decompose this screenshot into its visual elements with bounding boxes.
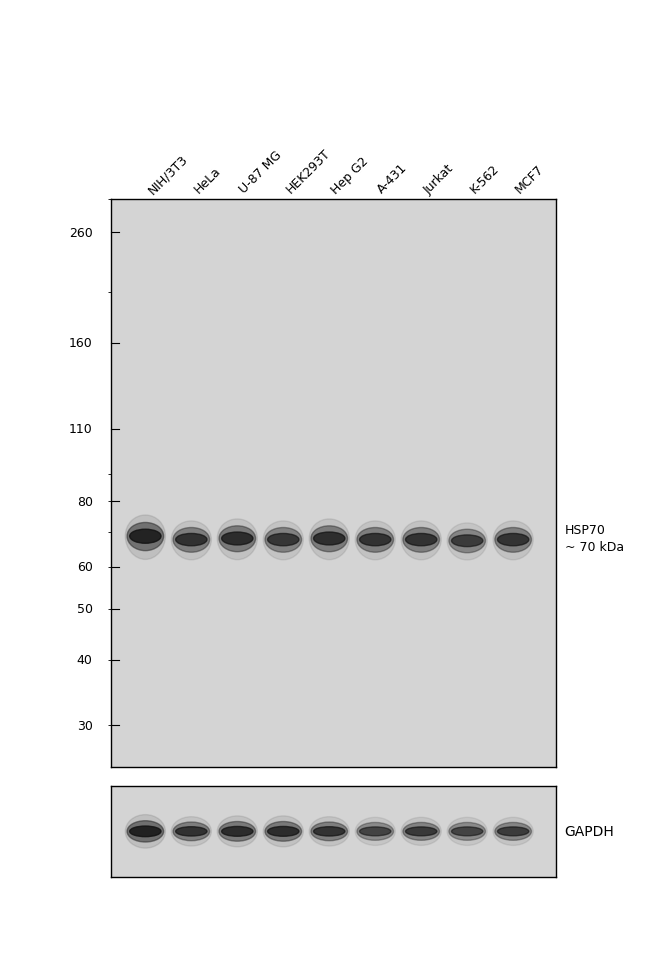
Ellipse shape bbox=[172, 817, 211, 846]
Ellipse shape bbox=[447, 523, 488, 560]
Ellipse shape bbox=[449, 822, 486, 841]
Ellipse shape bbox=[125, 516, 165, 559]
Ellipse shape bbox=[173, 528, 209, 553]
Text: HeLa: HeLa bbox=[191, 165, 223, 196]
Text: K-562: K-562 bbox=[467, 162, 501, 196]
Text: 110: 110 bbox=[69, 422, 93, 436]
Text: 50: 50 bbox=[77, 602, 93, 616]
Text: U-87 MG: U-87 MG bbox=[237, 149, 285, 196]
Ellipse shape bbox=[355, 818, 395, 845]
Ellipse shape bbox=[497, 827, 529, 836]
Ellipse shape bbox=[311, 526, 348, 552]
Ellipse shape bbox=[495, 528, 532, 553]
Ellipse shape bbox=[127, 523, 164, 551]
Ellipse shape bbox=[172, 521, 211, 560]
Ellipse shape bbox=[217, 519, 257, 560]
Ellipse shape bbox=[497, 534, 529, 546]
Text: Jurkat: Jurkat bbox=[421, 162, 456, 196]
Ellipse shape bbox=[311, 822, 348, 841]
Ellipse shape bbox=[493, 818, 533, 845]
Ellipse shape bbox=[265, 821, 302, 841]
Ellipse shape bbox=[127, 821, 164, 842]
Ellipse shape bbox=[406, 827, 437, 836]
Ellipse shape bbox=[495, 822, 532, 841]
Ellipse shape bbox=[129, 530, 161, 544]
Ellipse shape bbox=[263, 816, 304, 847]
Text: HEK293T: HEK293T bbox=[283, 147, 333, 196]
Ellipse shape bbox=[217, 816, 257, 847]
Ellipse shape bbox=[357, 822, 393, 841]
Ellipse shape bbox=[355, 521, 395, 560]
Text: MCF7: MCF7 bbox=[513, 163, 547, 196]
Ellipse shape bbox=[313, 827, 345, 836]
Ellipse shape bbox=[452, 827, 483, 836]
Ellipse shape bbox=[359, 534, 391, 546]
Text: A-431: A-431 bbox=[375, 162, 410, 196]
Ellipse shape bbox=[309, 817, 349, 846]
Ellipse shape bbox=[219, 526, 255, 552]
Ellipse shape bbox=[313, 533, 345, 545]
Ellipse shape bbox=[403, 822, 439, 841]
Ellipse shape bbox=[129, 826, 161, 837]
Ellipse shape bbox=[222, 826, 253, 837]
Ellipse shape bbox=[452, 536, 483, 547]
Ellipse shape bbox=[449, 530, 486, 553]
Text: 40: 40 bbox=[77, 654, 93, 666]
Ellipse shape bbox=[222, 533, 253, 545]
Ellipse shape bbox=[268, 826, 299, 837]
Ellipse shape bbox=[493, 521, 533, 560]
Ellipse shape bbox=[359, 827, 391, 836]
Ellipse shape bbox=[357, 528, 393, 553]
Ellipse shape bbox=[401, 521, 441, 560]
Ellipse shape bbox=[263, 521, 304, 560]
Text: 260: 260 bbox=[69, 226, 93, 239]
Text: GAPDH: GAPDH bbox=[565, 824, 614, 839]
Ellipse shape bbox=[406, 534, 437, 546]
Ellipse shape bbox=[176, 827, 207, 836]
Ellipse shape bbox=[176, 534, 207, 546]
Ellipse shape bbox=[401, 818, 441, 845]
Ellipse shape bbox=[309, 519, 349, 560]
Text: 80: 80 bbox=[77, 496, 93, 508]
Ellipse shape bbox=[265, 528, 302, 553]
Text: 30: 30 bbox=[77, 720, 93, 732]
Ellipse shape bbox=[173, 822, 209, 841]
Text: NIH/3T3: NIH/3T3 bbox=[146, 152, 190, 196]
Ellipse shape bbox=[219, 821, 255, 841]
Ellipse shape bbox=[403, 528, 439, 553]
Ellipse shape bbox=[447, 818, 488, 845]
Text: 160: 160 bbox=[69, 337, 93, 350]
Text: HSP70
~ 70 kDa: HSP70 ~ 70 kDa bbox=[565, 524, 624, 554]
Text: Hep G2: Hep G2 bbox=[330, 154, 371, 196]
Ellipse shape bbox=[125, 815, 165, 848]
Ellipse shape bbox=[268, 534, 299, 546]
Text: 60: 60 bbox=[77, 561, 93, 574]
